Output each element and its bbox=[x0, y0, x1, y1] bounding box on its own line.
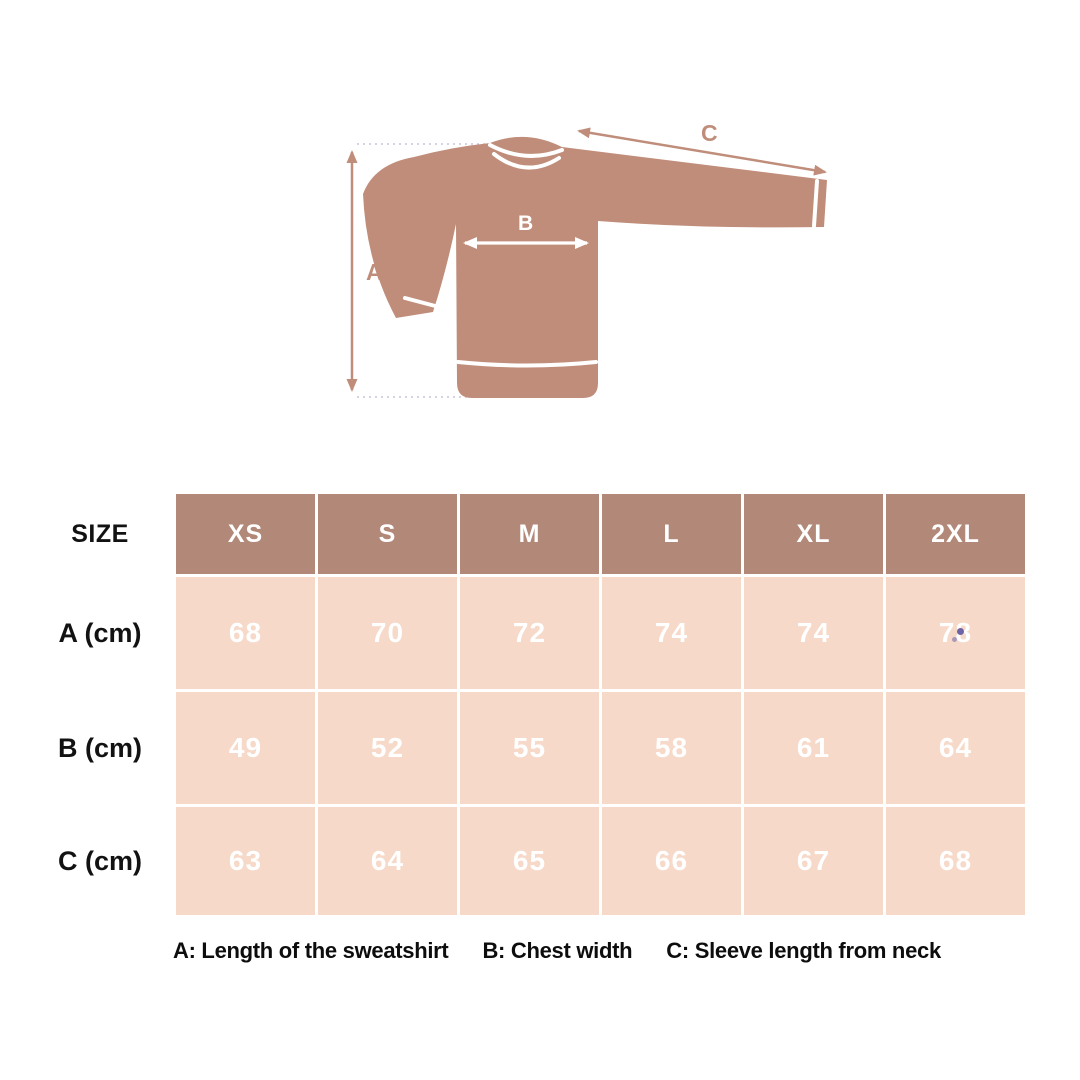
measurement-legend: A: Length of the sweatshirt B: Chest wid… bbox=[173, 938, 941, 964]
cell-a-s: 70 bbox=[318, 577, 457, 689]
hem-line bbox=[456, 360, 598, 368]
cell-b-xl: 61 bbox=[744, 692, 883, 804]
sweatshirt-diagram: A B C bbox=[346, 120, 827, 398]
size-header-l: L bbox=[602, 494, 741, 574]
cell-c-m: 65 bbox=[460, 807, 599, 915]
cell-a-2xl: 78 bbox=[886, 577, 1025, 689]
size-table: XS S M L XL 2XL 68 70 72 74 74 78 49 52 … bbox=[176, 494, 1025, 915]
cell-c-xl: 67 bbox=[744, 807, 883, 915]
legend-item-b: B: Chest width bbox=[482, 938, 633, 963]
size-header-2xl: 2XL bbox=[886, 494, 1025, 574]
collar-line-outer bbox=[488, 143, 564, 158]
cell-c-2xl: 68 bbox=[886, 807, 1025, 915]
collar-line-inner bbox=[492, 152, 561, 170]
size-column-title: SIZE bbox=[71, 519, 129, 548]
speck-artifact bbox=[957, 628, 964, 635]
cell-a-l: 74 bbox=[602, 577, 741, 689]
cell-a-m: 72 bbox=[460, 577, 599, 689]
measure-label-a: A bbox=[366, 259, 383, 285]
measure-arrow-c bbox=[577, 127, 827, 176]
size-header-m: M bbox=[460, 494, 599, 574]
cell-c-s: 64 bbox=[318, 807, 457, 915]
cell-b-2xl: 64 bbox=[886, 692, 1025, 804]
cell-b-m: 55 bbox=[460, 692, 599, 804]
sweatshirt-silhouette bbox=[363, 136, 827, 398]
row-label-b: B (cm) bbox=[57, 732, 142, 763]
size-header-s: S bbox=[318, 494, 457, 574]
cuff-line-left bbox=[403, 296, 441, 309]
cell-b-xs: 49 bbox=[176, 692, 315, 804]
measure-label-b: B bbox=[518, 212, 533, 235]
size-header-xs: XS bbox=[176, 494, 315, 574]
cell-b-l: 58 bbox=[602, 692, 741, 804]
cell-a-xs: 68 bbox=[176, 577, 315, 689]
cell-b-s: 52 bbox=[318, 692, 457, 804]
speck-artifact bbox=[952, 637, 957, 642]
cell-a-xl: 74 bbox=[744, 577, 883, 689]
measure-label-c: C bbox=[701, 120, 718, 146]
cell-c-xs: 63 bbox=[176, 807, 315, 915]
legend-item-a: A: Length of the sweatshirt bbox=[173, 938, 449, 963]
legend-item-c: C: Sleeve length from neck bbox=[666, 938, 941, 963]
cell-c-l: 66 bbox=[602, 807, 741, 915]
row-label-c: C (cm) bbox=[57, 845, 142, 876]
size-header-xl: XL bbox=[744, 494, 883, 574]
cuff-line-right bbox=[812, 179, 819, 228]
row-label-a: A (cm) bbox=[58, 617, 142, 648]
